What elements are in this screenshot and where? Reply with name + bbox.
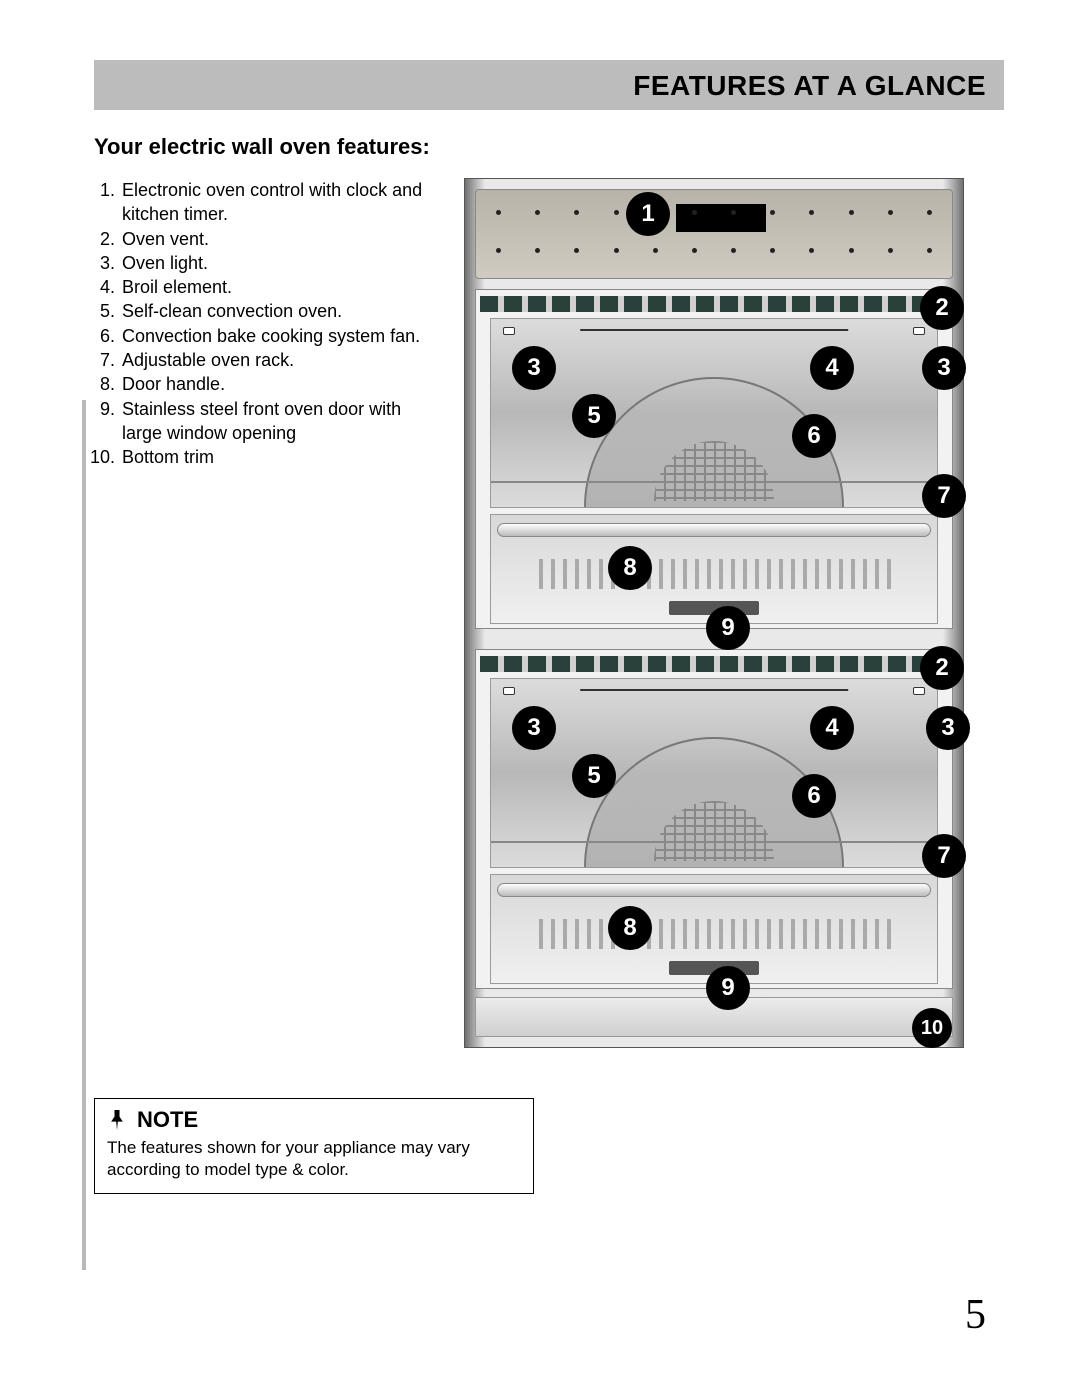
oven-vent [480,656,948,672]
note-label: NOTE [137,1107,198,1133]
oven-diagram: 123435678923435678910 [444,178,984,1058]
oven-interior [490,678,938,868]
callout-marker: 6 [792,774,836,818]
door-window [531,919,897,949]
feature-item: Stainless steel front oven door with lar… [120,397,424,446]
pushpin-icon [107,1108,127,1132]
note-box: NOTE The features shown for your applian… [94,1098,534,1194]
callout-marker: 7 [922,474,966,518]
oven-light [913,327,925,335]
oven-door [490,514,938,624]
feature-item: Broil element. [120,275,424,299]
control-display [676,204,766,232]
oven-vent [480,296,948,312]
callout-marker: 3 [512,346,556,390]
broil-element [580,329,848,331]
callout-marker: 9 [706,606,750,650]
section-title: FEATURES AT A GLANCE [112,70,986,102]
callout-marker: 3 [922,346,966,390]
feature-item: Door handle. [120,372,424,396]
feature-list: Electronic oven control with clock and k… [94,178,424,470]
feature-item: Oven light. [120,251,424,275]
oven-rack [491,841,937,843]
feature-item: Bottom trim [120,445,424,469]
oven-rack [491,481,937,483]
callout-marker: 10 [912,1008,952,1048]
callout-marker: 4 [810,346,854,390]
subheading: Your electric wall oven features: [94,134,1004,160]
content-row: Electronic oven control with clock and k… [94,178,1004,1058]
feature-item: Electronic oven control with clock and k… [120,178,424,227]
callout-marker: 3 [926,706,970,750]
callout-marker: 6 [792,414,836,458]
oven-interior [490,318,938,508]
callout-marker: 3 [512,706,556,750]
feature-item: Convection bake cooking system fan. [120,324,424,348]
feature-item: Self-clean convection oven. [120,299,424,323]
callout-marker: 4 [810,706,854,750]
door-window [531,559,897,589]
callout-marker: 8 [608,906,652,950]
gutter-line [82,400,86,1270]
oven-door [490,874,938,984]
feature-item: Oven vent. [120,227,424,251]
oven-light [913,687,925,695]
door-handle [497,523,931,537]
callout-marker: 7 [922,834,966,878]
oven-light [503,687,515,695]
broil-element [580,689,848,691]
feature-item: Adjustable oven rack. [120,348,424,372]
callout-marker: 1 [626,192,670,236]
page-number: 5 [965,1291,986,1339]
page-container: FEATURES AT A GLANCE Your electric wall … [94,60,1004,1194]
control-dots [496,248,932,250]
callout-marker: 8 [608,546,652,590]
oven-light [503,327,515,335]
callout-marker: 2 [920,646,964,690]
callout-marker: 2 [920,286,964,330]
callout-marker: 9 [706,966,750,1010]
control-panel [475,189,953,279]
note-body: The features shown for your appliance ma… [107,1137,521,1181]
upper-cavity [475,289,953,629]
door-handle [497,883,931,897]
callout-marker: 5 [572,754,616,798]
note-heading: NOTE [107,1107,521,1133]
control-dots [496,210,932,212]
lower-cavity [475,649,953,989]
section-header: FEATURES AT A GLANCE [94,60,1004,110]
callout-marker: 5 [572,394,616,438]
